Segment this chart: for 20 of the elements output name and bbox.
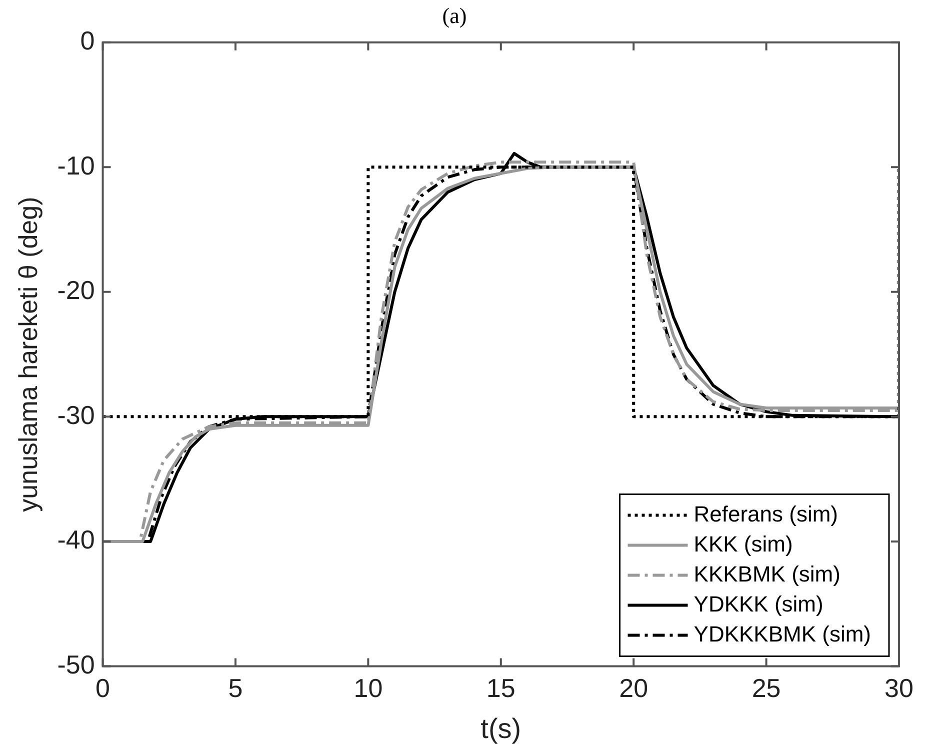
y-tick-label: 0 [80,26,95,56]
x-tick-label: 20 [619,672,648,703]
x-tick-label: 5 [228,672,243,703]
legend-label: YDKKK (sim) [694,591,824,616]
chart-title: (a) [442,2,467,28]
legend-label: YDKKKBMK (sim) [694,621,872,646]
y-tick-label: -40 [57,524,95,555]
y-axis-title: yunuslama hareketi θ (deg) [12,196,43,512]
legend-label: KKKBMK (sim) [694,561,840,586]
legend-label: KKK (sim) [694,531,793,556]
x-axis-title: t(s) [480,712,522,744]
y-tick-label: -10 [57,150,95,180]
x-tick-label: 25 [752,672,781,703]
y-tick-label: -20 [57,275,95,306]
x-tick-label: 30 [884,672,914,703]
legend-label: Referans (sim) [694,501,838,526]
x-tick-label: 15 [486,672,516,703]
y-tick-label: -30 [57,400,95,430]
y-tick-label: -50 [57,649,95,680]
x-tick-label: 10 [354,672,383,703]
